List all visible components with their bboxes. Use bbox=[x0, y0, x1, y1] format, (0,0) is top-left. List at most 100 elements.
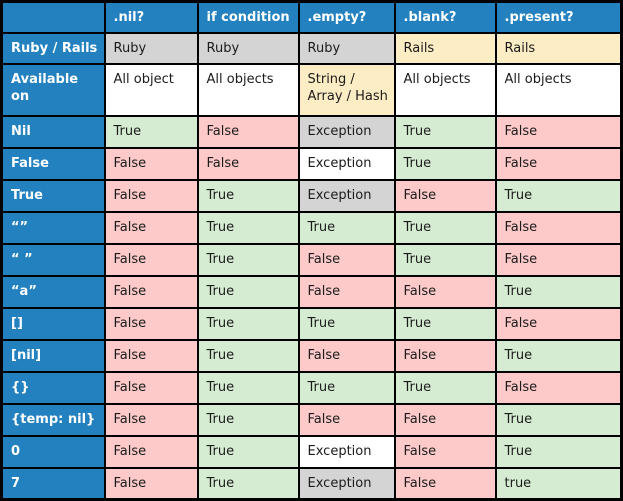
table-cell: Rails bbox=[393, 31, 497, 65]
column-header: .empty? bbox=[297, 0, 396, 34]
row-label: “” bbox=[0, 210, 106, 245]
table-cell: False bbox=[103, 274, 199, 309]
table-cell: True bbox=[196, 370, 300, 405]
row-label: False bbox=[0, 146, 106, 181]
table-cell: True bbox=[393, 370, 497, 405]
row-label: Available on bbox=[0, 62, 106, 117]
table-cell: False bbox=[196, 114, 300, 149]
row-label: Ruby / Rails bbox=[0, 31, 106, 65]
row-label: [] bbox=[0, 306, 106, 341]
table-cell: False bbox=[393, 402, 497, 437]
table-row: False False False Exception True False bbox=[0, 146, 623, 181]
table-row: “” False True True True False bbox=[0, 210, 623, 245]
table-cell: True bbox=[297, 210, 396, 245]
table-row: True False True Exception False True bbox=[0, 178, 623, 213]
table-cell: True bbox=[297, 306, 396, 341]
table-cell: False bbox=[494, 370, 623, 405]
table-cell: All object bbox=[103, 62, 199, 117]
table-cell: True bbox=[196, 306, 300, 341]
table-cell: Ruby bbox=[103, 31, 199, 65]
table-cell: True bbox=[196, 434, 300, 469]
table-cell: String / Array / Hash bbox=[297, 62, 396, 117]
table-row: “a” False True False False True bbox=[0, 274, 623, 309]
table-cell: True bbox=[196, 210, 300, 245]
table-cell: True bbox=[196, 466, 300, 501]
table-cell: True bbox=[393, 306, 497, 341]
table-cell: Rails bbox=[494, 31, 623, 65]
table-cell: False bbox=[393, 274, 497, 309]
table-cell: True bbox=[494, 274, 623, 309]
table-row: 0 False True Exception False True bbox=[0, 434, 623, 469]
table-cell: False bbox=[297, 402, 396, 437]
table-row: {} False True True True False bbox=[0, 370, 623, 405]
table-cell: False bbox=[103, 178, 199, 213]
table-cell: False bbox=[103, 146, 199, 181]
table-row: [nil] False True False False True bbox=[0, 338, 623, 373]
table-cell: False bbox=[494, 306, 623, 341]
table-cell: True bbox=[103, 114, 199, 149]
table-cell: False bbox=[297, 242, 396, 277]
table-row: Available on All object All objects String … bbox=[0, 62, 623, 117]
column-header: .nil? bbox=[103, 0, 199, 34]
table-cell: False bbox=[103, 466, 199, 501]
table-cell: Ruby bbox=[196, 31, 300, 65]
row-label: {temp: nil} bbox=[0, 402, 106, 437]
table-cell: False bbox=[494, 210, 623, 245]
table-cell: False bbox=[494, 114, 623, 149]
table-cell: True bbox=[494, 402, 623, 437]
table-cell: False bbox=[103, 210, 199, 245]
row-label: 7 bbox=[0, 466, 106, 501]
table-cell: True bbox=[196, 274, 300, 309]
column-header: .present? bbox=[494, 0, 623, 34]
table-cell: Exception bbox=[297, 434, 396, 469]
table-row: Ruby / Rails Ruby Ruby Ruby Rails Rails bbox=[0, 31, 623, 65]
table-cell: True bbox=[494, 338, 623, 373]
table-cell: False bbox=[393, 434, 497, 469]
table-cell: All objects bbox=[196, 62, 300, 117]
table-cell: Exception bbox=[297, 146, 396, 181]
table-cell: False bbox=[393, 338, 497, 373]
row-label: [nil] bbox=[0, 338, 106, 373]
table-cell: False bbox=[494, 242, 623, 277]
table-cell: False bbox=[103, 434, 199, 469]
table-cell: False bbox=[494, 146, 623, 181]
table-cell: Exception bbox=[297, 178, 396, 213]
row-label: {} bbox=[0, 370, 106, 405]
row-label: True bbox=[0, 178, 106, 213]
table-cell: All objects bbox=[393, 62, 497, 117]
table-cell: False bbox=[103, 370, 199, 405]
table-cell: All objects bbox=[494, 62, 623, 117]
table-row: Nil True False Exception True False bbox=[0, 114, 623, 149]
table-cell: Exception bbox=[297, 114, 396, 149]
table-cell: True bbox=[393, 210, 497, 245]
table-cell: True bbox=[393, 114, 497, 149]
table-cell: Exception bbox=[297, 466, 396, 501]
table-cell: True bbox=[297, 370, 396, 405]
table-cell: True bbox=[494, 434, 623, 469]
column-header: .blank? bbox=[393, 0, 497, 34]
table-cell: Ruby bbox=[297, 31, 396, 65]
table-cell: true bbox=[494, 466, 623, 501]
table-cell: False bbox=[103, 242, 199, 277]
header-row: .nil? if condition .empty? .blank? .present? bbox=[0, 0, 623, 34]
table-cell: True bbox=[393, 146, 497, 181]
table-cell: True bbox=[196, 338, 300, 373]
table-cell: True bbox=[196, 242, 300, 277]
table-row: “ ” False True False True False bbox=[0, 242, 623, 277]
column-header: if condition bbox=[196, 0, 300, 34]
row-label: 0 bbox=[0, 434, 106, 469]
table-cell: False bbox=[297, 274, 396, 309]
row-label: “a” bbox=[0, 274, 106, 309]
row-label: Nil bbox=[0, 114, 106, 149]
table-cell: False bbox=[393, 178, 497, 213]
table-cell: True bbox=[196, 178, 300, 213]
table-cell: True bbox=[196, 402, 300, 437]
table-cell: False bbox=[103, 306, 199, 341]
table-cell: True bbox=[393, 242, 497, 277]
table-cell: False bbox=[297, 338, 396, 373]
row-label: “ ” bbox=[0, 242, 106, 277]
table-row: [] False True True True False bbox=[0, 306, 623, 341]
table-cell: True bbox=[494, 178, 623, 213]
